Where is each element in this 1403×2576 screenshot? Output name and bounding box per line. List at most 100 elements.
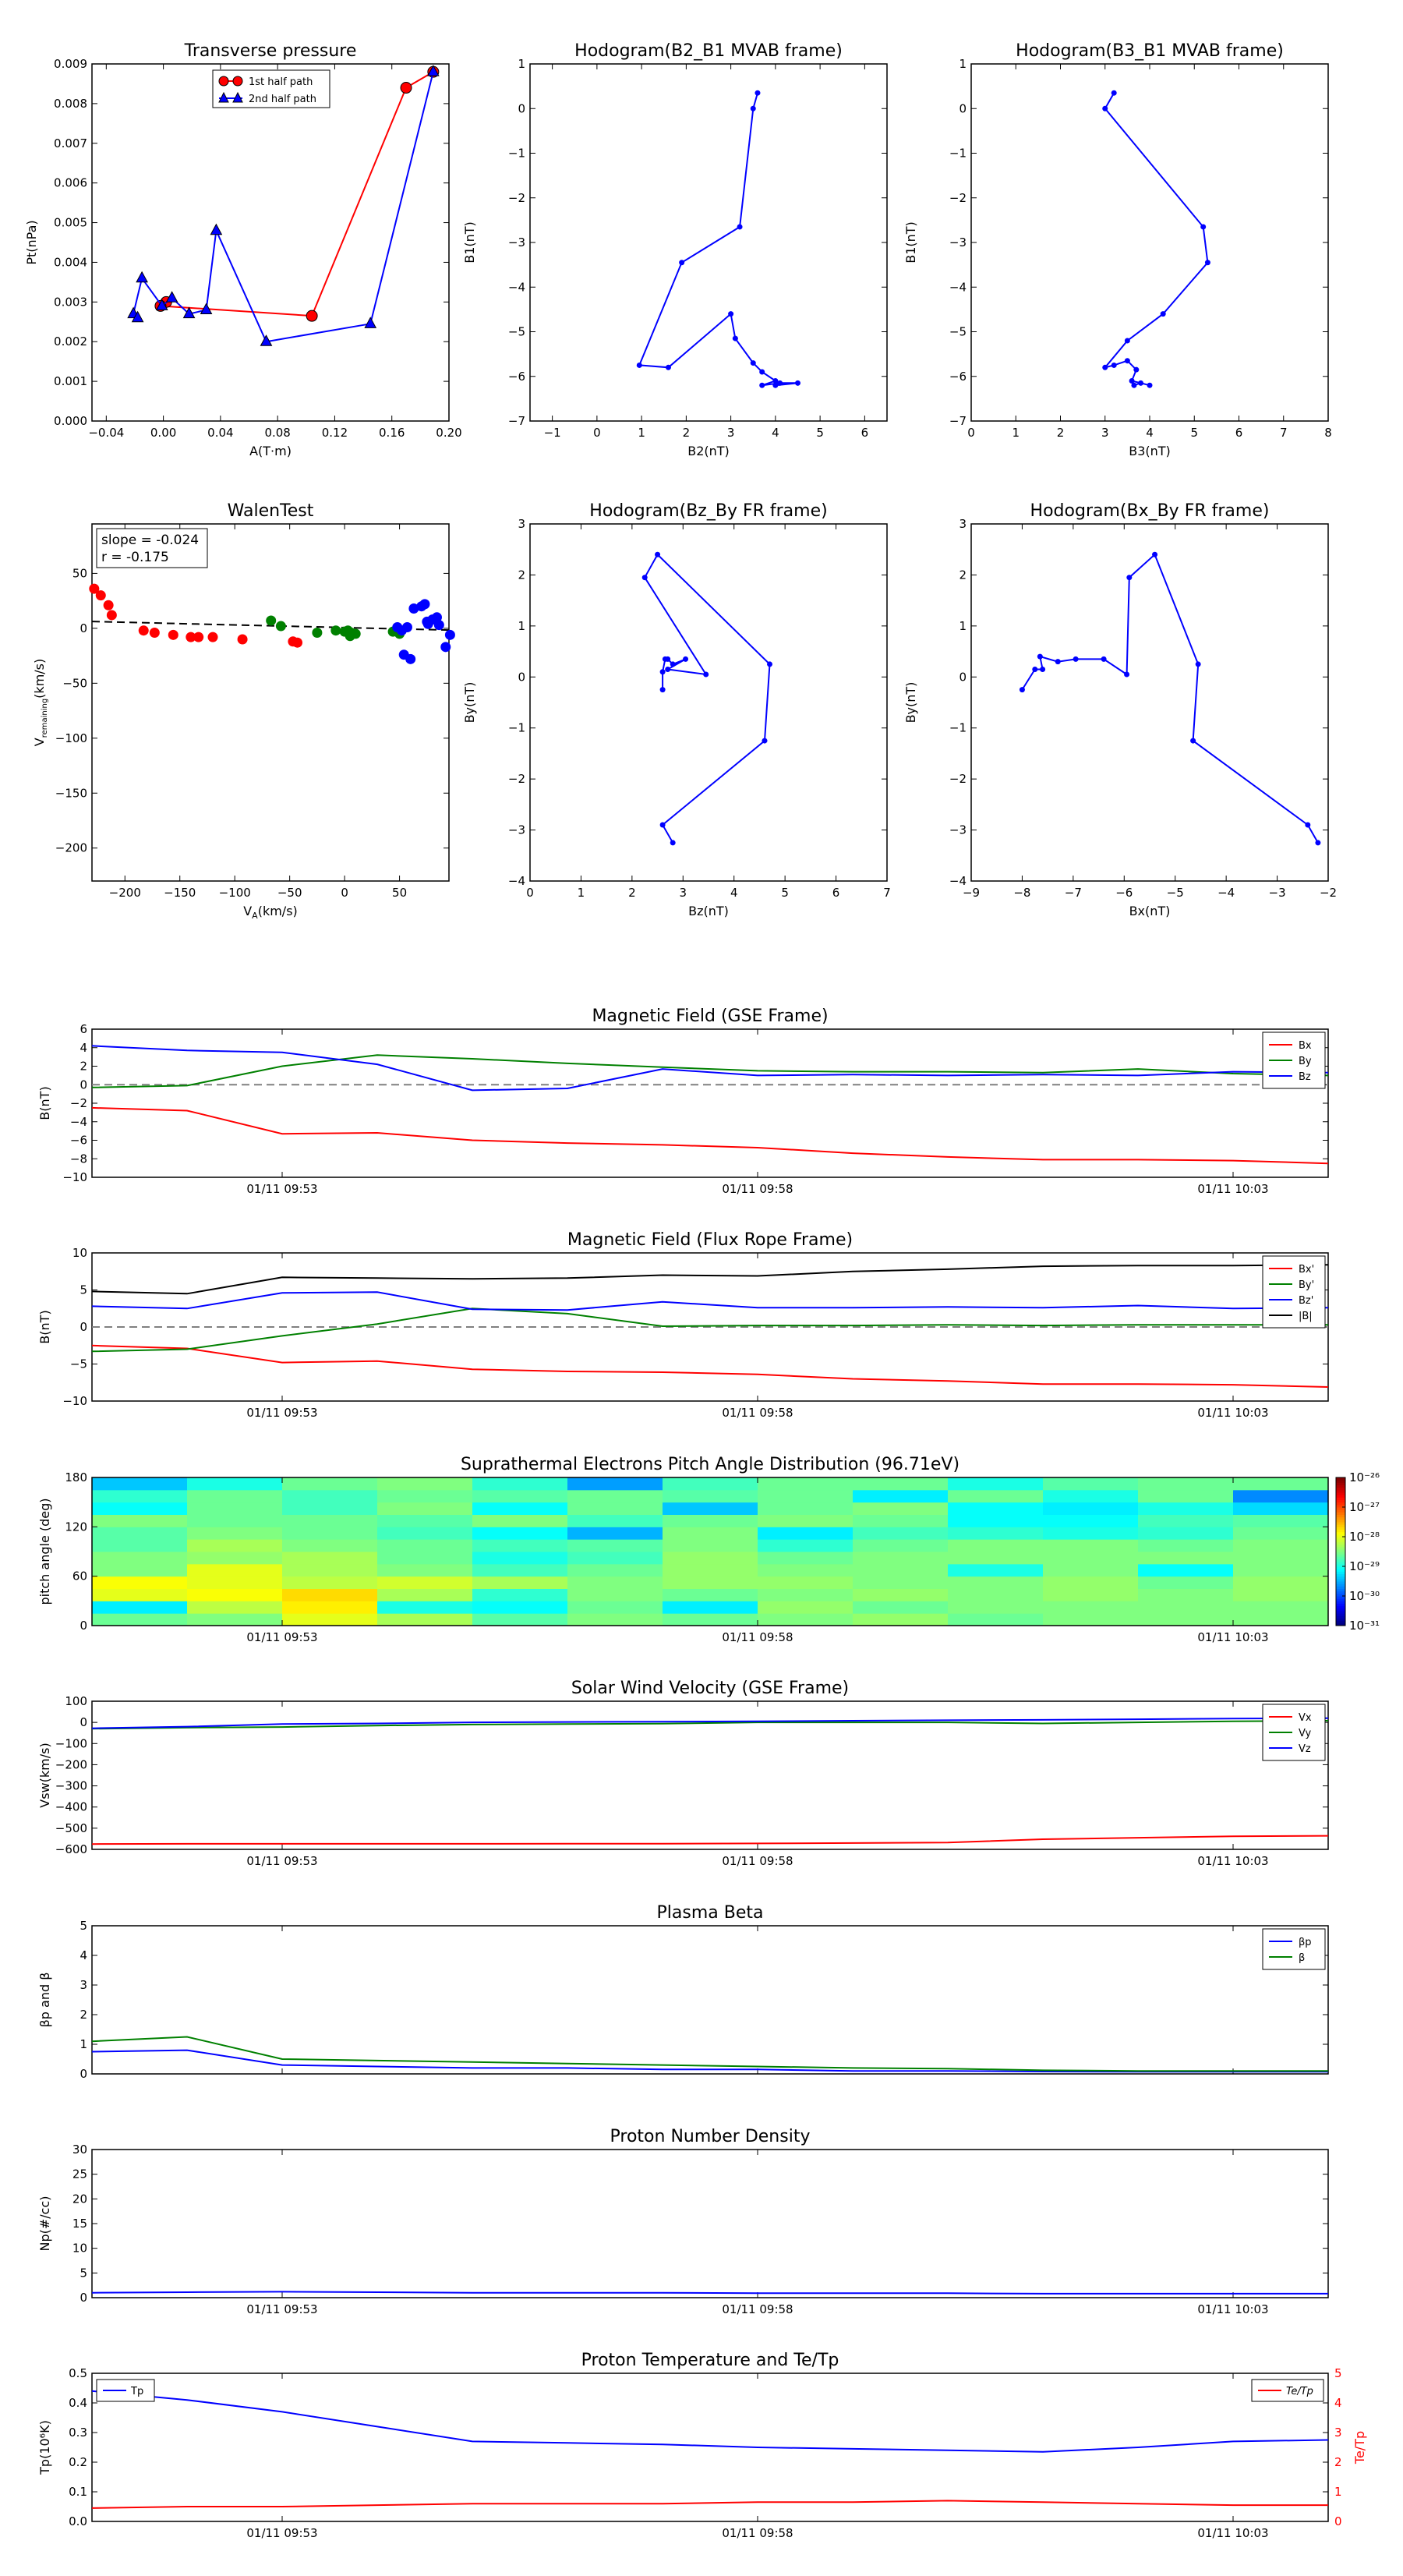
y-tick-label: −4 <box>949 280 967 294</box>
x-tick-label: 2 <box>628 886 636 900</box>
data-point <box>419 599 430 610</box>
x-axis-label: B2(nT) <box>687 444 730 458</box>
colorbar-segment <box>1336 1596 1345 1599</box>
data-point <box>732 335 738 341</box>
heatmap-cell <box>1043 1563 1139 1577</box>
colorbar-segment <box>1336 1554 1345 1557</box>
x-tick-label: 01/11 09:53 <box>246 1406 317 1420</box>
y-tick-label: 4 <box>80 1948 87 1962</box>
y-tick-label: 1 <box>518 57 525 71</box>
heatmap-cell <box>948 1613 1044 1626</box>
chart-title: Solar Wind Velocity (GSE Frame) <box>571 1679 849 1698</box>
y-tick-label: 0.008 <box>54 97 87 111</box>
y-tick-label: −1 <box>508 721 525 735</box>
heatmap-cell <box>187 1563 283 1577</box>
chart-p2: Hodogram(B2_B1 MVAB frame) −7 −6 −5 −4 −3 −2 −1… <box>462 41 888 458</box>
data-point <box>762 738 768 744</box>
y-tick-label: −7 <box>949 414 967 428</box>
colorbar-tick-label: 10⁻²⁷ <box>1349 1500 1380 1514</box>
heatmap-cell <box>663 1502 758 1515</box>
heatmap-cell <box>567 1539 663 1552</box>
x-tick-label: −7 <box>1065 886 1082 900</box>
data-point <box>95 590 106 601</box>
colorbar-segment <box>1336 1492 1345 1495</box>
legend-box <box>1262 1928 1326 1970</box>
heatmap-cell <box>1233 1514 1329 1527</box>
heatmap-cell <box>1233 1477 1329 1491</box>
heatmap-cell <box>567 1514 663 1527</box>
heatmap-cell <box>758 1576 853 1589</box>
heatmap-cell <box>758 1477 853 1491</box>
heatmap-cell <box>377 1539 473 1552</box>
y2-tick-label: 2 <box>1334 2455 1342 2469</box>
x-tick-label: 0.20 <box>436 426 461 440</box>
series-line <box>132 71 434 343</box>
heatmap-cell <box>1233 1552 1329 1565</box>
data-point <box>1147 382 1153 388</box>
colorbar-segment <box>1336 1601 1345 1604</box>
plot-frame <box>91 63 450 422</box>
colorbar-segment <box>1336 1509 1345 1513</box>
x-tick-label: −0.04 <box>88 426 124 440</box>
x-tick-label: 01/11 10:03 <box>1197 1182 1268 1196</box>
heatmap-cell <box>377 1613 473 1626</box>
heatmap-cell <box>187 1613 283 1626</box>
y-tick-label: −1 <box>508 147 525 161</box>
colorbar-segment <box>1336 1586 1345 1589</box>
series-line <box>1021 553 1319 844</box>
legend-label: Bz' <box>1299 1295 1313 1307</box>
colorbar-tick-label: 10⁻²⁸ <box>1349 1530 1380 1544</box>
y-axis-label: Tp(10⁶K) <box>37 2420 52 2475</box>
heatmap-cell <box>1138 1539 1234 1552</box>
data-point <box>89 583 100 594</box>
data-point <box>210 223 223 235</box>
heatmap-cell <box>282 1514 378 1527</box>
y2-tick-label: 3 <box>1334 2426 1342 2440</box>
heatmap-cell <box>948 1588 1044 1601</box>
heatmap-cell <box>567 1563 663 1577</box>
x-tick-label: 01/11 09:53 <box>246 1182 317 1196</box>
x-tick-label: 01/11 10:03 <box>1197 2302 1268 2316</box>
colorbar-segment <box>1336 1484 1345 1488</box>
legend-label: Tp <box>130 2386 143 2397</box>
y-tick-label: 0.5 <box>69 2366 87 2380</box>
heatmap-cell <box>472 1539 568 1552</box>
data-point <box>679 260 685 266</box>
data-point <box>149 628 160 639</box>
x-tick-label: 01/11 09:58 <box>722 1630 793 1644</box>
colorbar-segment <box>1336 1581 1345 1584</box>
heatmap-cell <box>1043 1489 1139 1503</box>
x-tick-label: −100 <box>219 886 251 900</box>
heatmap-cell <box>663 1563 758 1577</box>
x-tick-label: 01/11 10:03 <box>1197 2526 1268 2540</box>
data-point <box>636 362 642 368</box>
plot-frame <box>91 1028 1329 1178</box>
chart-p5: Hodogram(Bz_By FR frame) −4 −3 −2 −1 0 1 2 3 0 1 2 3… <box>462 501 891 918</box>
y-tick-label: −5 <box>70 1357 87 1371</box>
x-tick-label: 1 <box>578 886 585 900</box>
heatmap-cell <box>853 1514 949 1527</box>
heatmap-cell <box>92 1527 188 1540</box>
legend-label: By' <box>1299 1279 1314 1291</box>
colorbar-segment <box>1336 1529 1345 1533</box>
x-tick-label: 0 <box>526 886 534 900</box>
heatmap-cell <box>853 1563 949 1577</box>
chart-title: Hodogram(Bx_By FR frame) <box>1030 501 1270 521</box>
x-tick-label: 7 <box>1280 426 1288 440</box>
data-point <box>1040 666 1046 672</box>
y-tick-label: −8 <box>70 1152 87 1166</box>
colorbar-segment <box>1336 1539 1345 1542</box>
y-tick-label: 0 <box>959 101 967 115</box>
heatmap-cell <box>758 1613 853 1626</box>
heatmap-cell <box>853 1601 949 1614</box>
y-tick-label: 1 <box>80 2037 87 2051</box>
data-point <box>440 642 451 653</box>
heatmap-cell <box>567 1489 663 1503</box>
series-line <box>91 1835 1329 1845</box>
heatmap-cell <box>472 1601 568 1614</box>
colorbar-segment <box>1336 1480 1345 1483</box>
colorbar-segment <box>1336 1613 1345 1616</box>
y-tick-label: −6 <box>508 370 525 384</box>
legend-label: 1st half path <box>249 76 313 88</box>
heatmap-cell <box>948 1489 1044 1503</box>
